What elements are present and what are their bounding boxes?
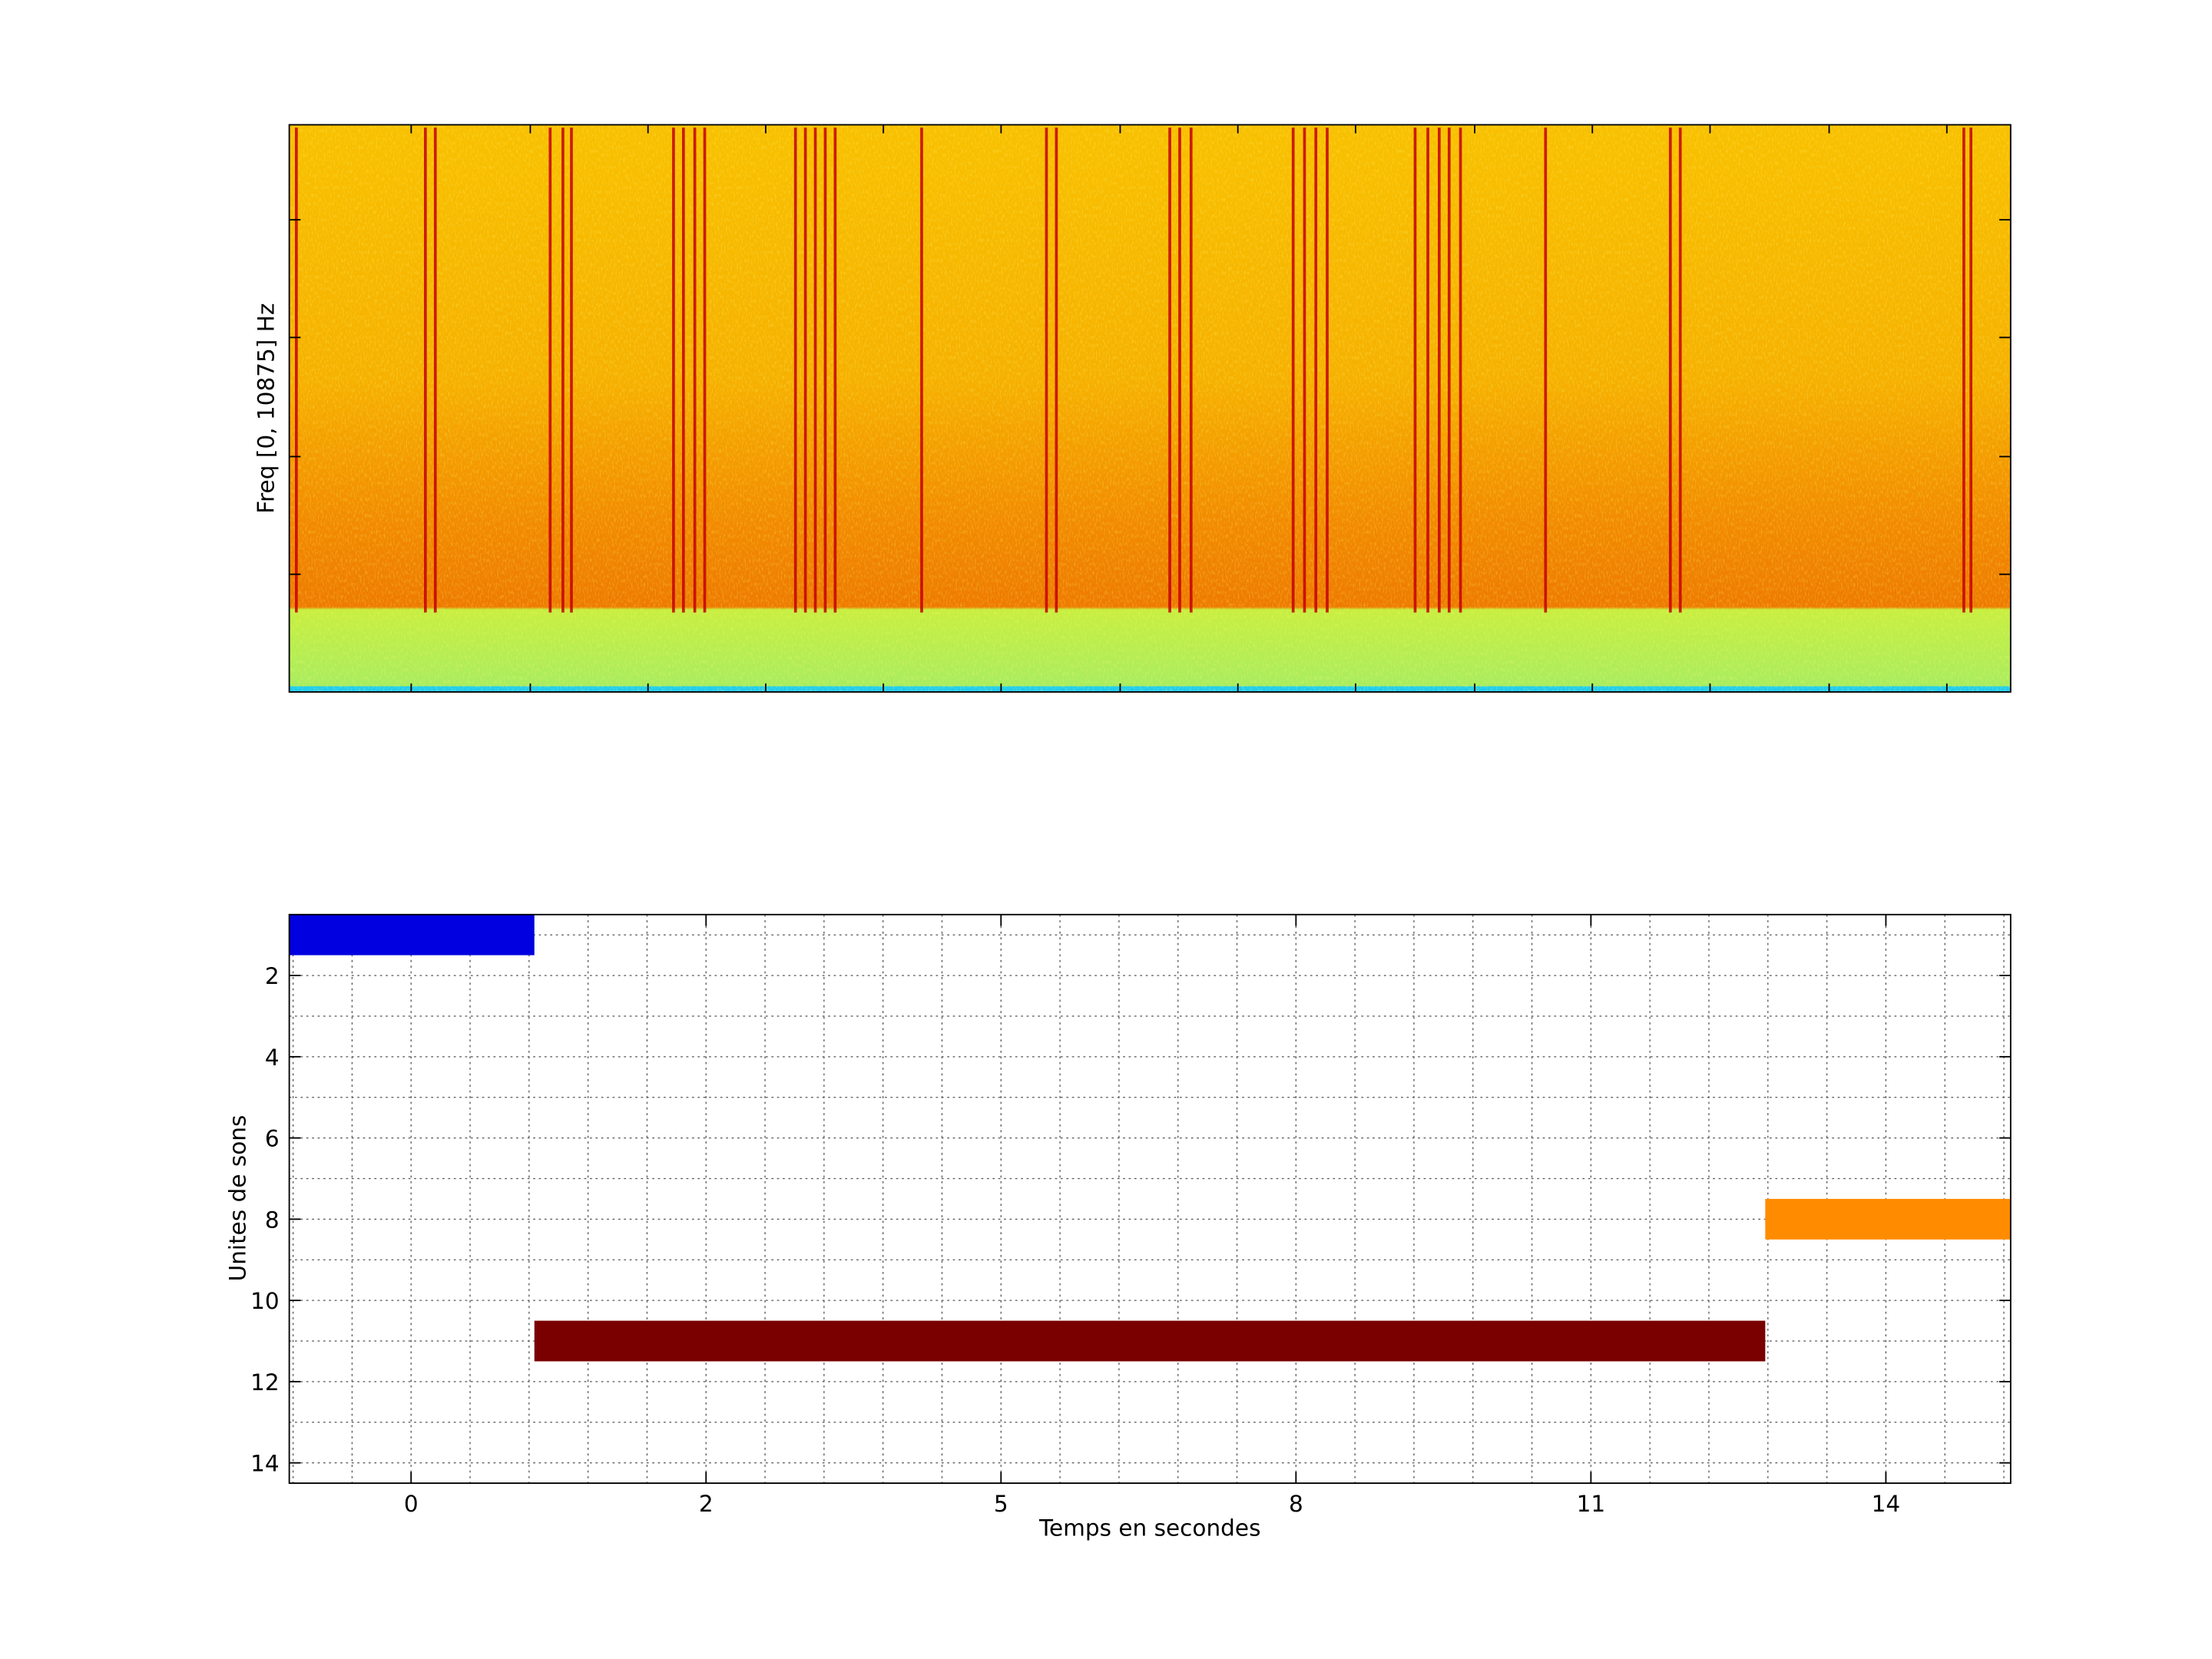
- x-tick-label: 8: [1289, 1491, 1303, 1517]
- y-tick-label: 8: [265, 1207, 280, 1233]
- x-tick-label: 5: [994, 1491, 1008, 1517]
- axes-frame: [288, 124, 2012, 693]
- x-tick-label: 14: [1872, 1491, 1901, 1517]
- x-axis-label: Temps en secondes: [1038, 1515, 1260, 1541]
- y-tick-label: 10: [250, 1288, 280, 1314]
- y-tick-label: 6: [265, 1126, 280, 1152]
- spectrogram-noise: [289, 124, 2011, 692]
- bar: [534, 1320, 1766, 1362]
- y-tick-label: 2: [265, 963, 280, 989]
- y-tick-label: 14: [250, 1451, 280, 1477]
- x-tick-label: 2: [699, 1491, 714, 1517]
- y-axis-label: Unites de sons: [224, 1115, 250, 1282]
- x-tick-label: 0: [404, 1491, 419, 1517]
- spectrogram: [289, 124, 2011, 692]
- axes-frame: [288, 913, 2012, 1484]
- y-tick-label: 12: [250, 1369, 280, 1396]
- y-axis-label: Freq [0, 10875] Hz: [253, 303, 279, 514]
- x-tick-label: 11: [1577, 1491, 1606, 1517]
- bar: [1765, 1198, 2011, 1240]
- y-tick-label: 4: [265, 1045, 280, 1071]
- bar: [289, 914, 535, 955]
